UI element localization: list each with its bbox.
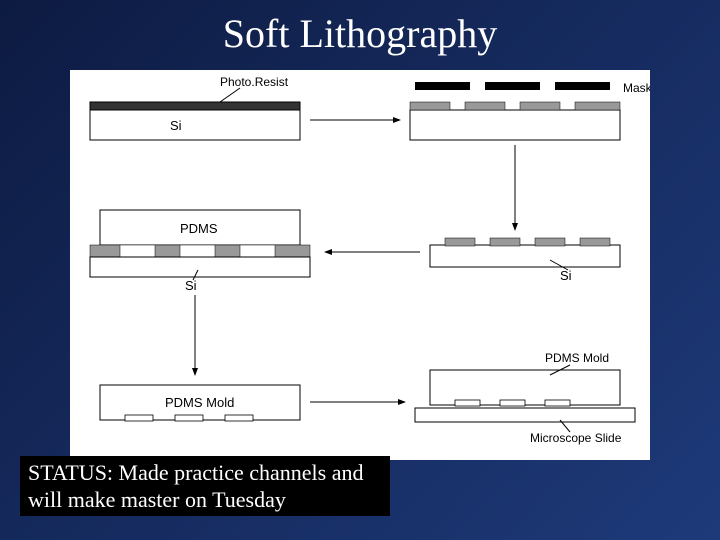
pdms-label: PDMS (180, 221, 218, 236)
status-text: STATUS: Made practice channels and will … (28, 459, 382, 514)
diagram-svg: Si Photo.Resist Mask (70, 70, 650, 460)
step6: PDMS Mold Microscope Slide (415, 351, 635, 445)
pdms-mold-label-5: PDMS Mold (165, 395, 234, 410)
step1: Si Photo.Resist (90, 75, 300, 140)
step3: Si (430, 238, 620, 283)
mask-label: Mask (623, 81, 650, 95)
slide-title: Soft Lithography (0, 10, 720, 57)
step4: PDMS Si (90, 210, 310, 293)
pdms-mold-label-6: PDMS Mold (545, 351, 609, 365)
step2: Mask (410, 81, 650, 140)
si-label-4: Si (185, 278, 197, 293)
photoresist-label: Photo.Resist (220, 75, 289, 89)
microscope-slide-label: Microscope Slide (530, 431, 622, 445)
slide-root: Soft Lithography Si Photo.Resist (0, 0, 720, 540)
status-box: STATUS: Made practice channels and will … (20, 456, 390, 516)
si-label-1: Si (170, 118, 182, 133)
si-label-3: Si (560, 268, 572, 283)
process-diagram: Si Photo.Resist Mask (70, 70, 650, 460)
step5: PDMS Mold (100, 385, 300, 421)
